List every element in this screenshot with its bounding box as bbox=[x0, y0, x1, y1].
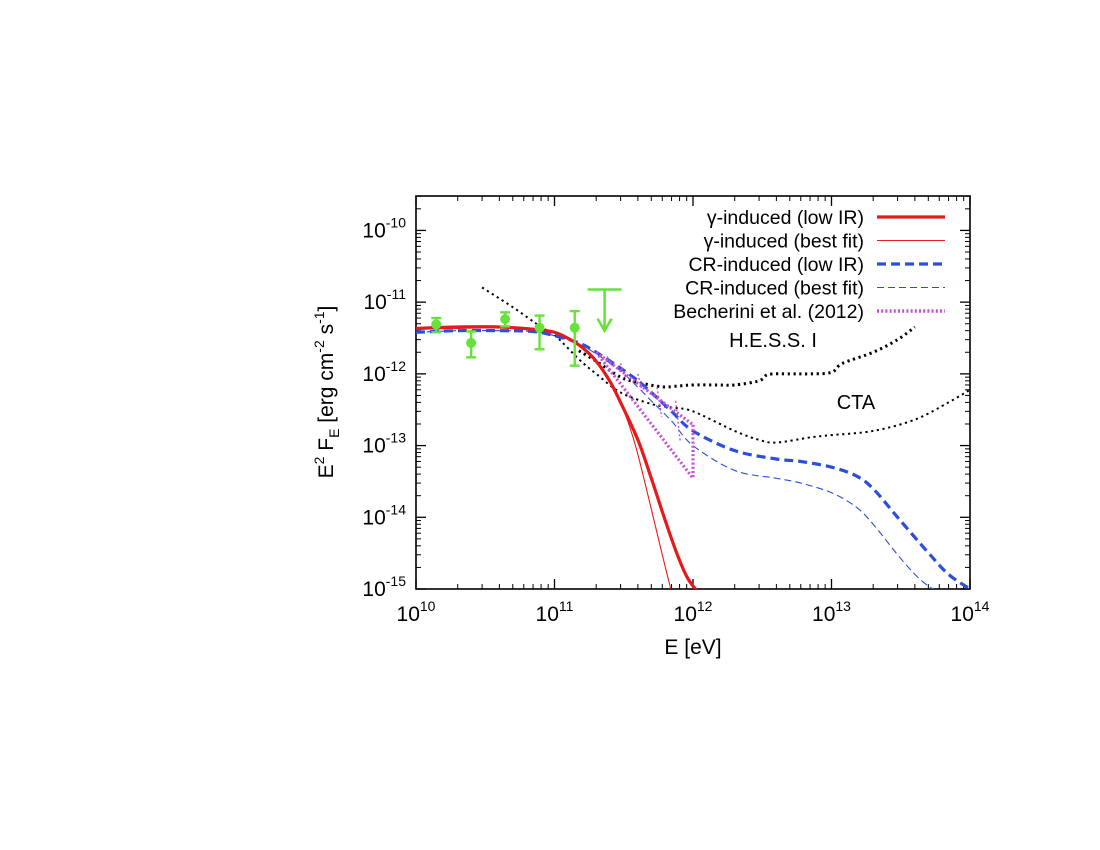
series-3-line bbox=[416, 329, 935, 589]
series-2-line bbox=[416, 328, 970, 589]
y-axis-label: E2 FE [erg cm-2 s-1] bbox=[311, 306, 342, 479]
data-point bbox=[534, 322, 545, 333]
y-axis-label-text: E2 FE [erg cm-2 s-1] bbox=[311, 306, 342, 479]
x-tick-label: 1013 bbox=[812, 598, 851, 626]
becherini-upper-edge bbox=[595, 350, 694, 427]
legend-label: CR-induced (best fit) bbox=[685, 278, 864, 300]
hess-label: H.E.S.S. I bbox=[729, 330, 817, 352]
legend: γ-induced (low IR)γ-induced (best fit)CR… bbox=[673, 207, 945, 323]
series-1-line bbox=[416, 327, 672, 589]
becherini-hatch bbox=[637, 373, 644, 393]
series-0-line bbox=[416, 325, 698, 589]
cta-label: CTA bbox=[837, 392, 876, 414]
tick-labels-layer: 1010 1011 1012 1013 1014 10-15 10-14 10-13 10-12… bbox=[362, 214, 989, 626]
data-point bbox=[431, 319, 442, 330]
x-tick-label: 1012 bbox=[674, 598, 713, 626]
becherini-band-layer bbox=[594, 350, 695, 480]
becherini-hatch bbox=[656, 387, 663, 418]
y-tick-label: 10-11 bbox=[363, 286, 406, 314]
data-points-layer bbox=[431, 288, 622, 367]
series-4-line bbox=[578, 325, 916, 389]
upper-limit-arrow bbox=[596, 318, 613, 334]
data-point bbox=[466, 337, 477, 348]
y-tick-label: 10-10 bbox=[362, 214, 406, 242]
becherini-hatch bbox=[675, 400, 682, 443]
becherini-lower-edge bbox=[594, 351, 695, 480]
data-point bbox=[569, 322, 580, 333]
x-tick-label: 1011 bbox=[536, 598, 574, 626]
series-5-line bbox=[481, 286, 970, 444]
curves-layer bbox=[416, 286, 970, 589]
curve-labels-layer: H.E.S.S. I CTA bbox=[729, 330, 876, 414]
becherini-hatch bbox=[606, 356, 613, 366]
x-tick-label: 1014 bbox=[951, 598, 990, 626]
y-tick-label: 10-14 bbox=[362, 501, 406, 529]
data-point bbox=[500, 314, 511, 325]
x-axis-label: E [eV] bbox=[664, 636, 721, 659]
y-tick-label: 10-13 bbox=[362, 430, 406, 458]
legend-label: Becherini et al. (2012) bbox=[673, 301, 864, 323]
x-tick-label: 1010 bbox=[397, 598, 436, 626]
legend-label: CR-induced (low IR) bbox=[688, 254, 864, 276]
legend-label: γ-induced (best fit) bbox=[704, 231, 864, 253]
y-tick-label: 10-15 bbox=[362, 573, 406, 601]
axis-ticks bbox=[415, 195, 971, 590]
y-tick-label: 10-12 bbox=[362, 358, 406, 386]
legend-label: γ-induced (low IR) bbox=[707, 207, 864, 229]
